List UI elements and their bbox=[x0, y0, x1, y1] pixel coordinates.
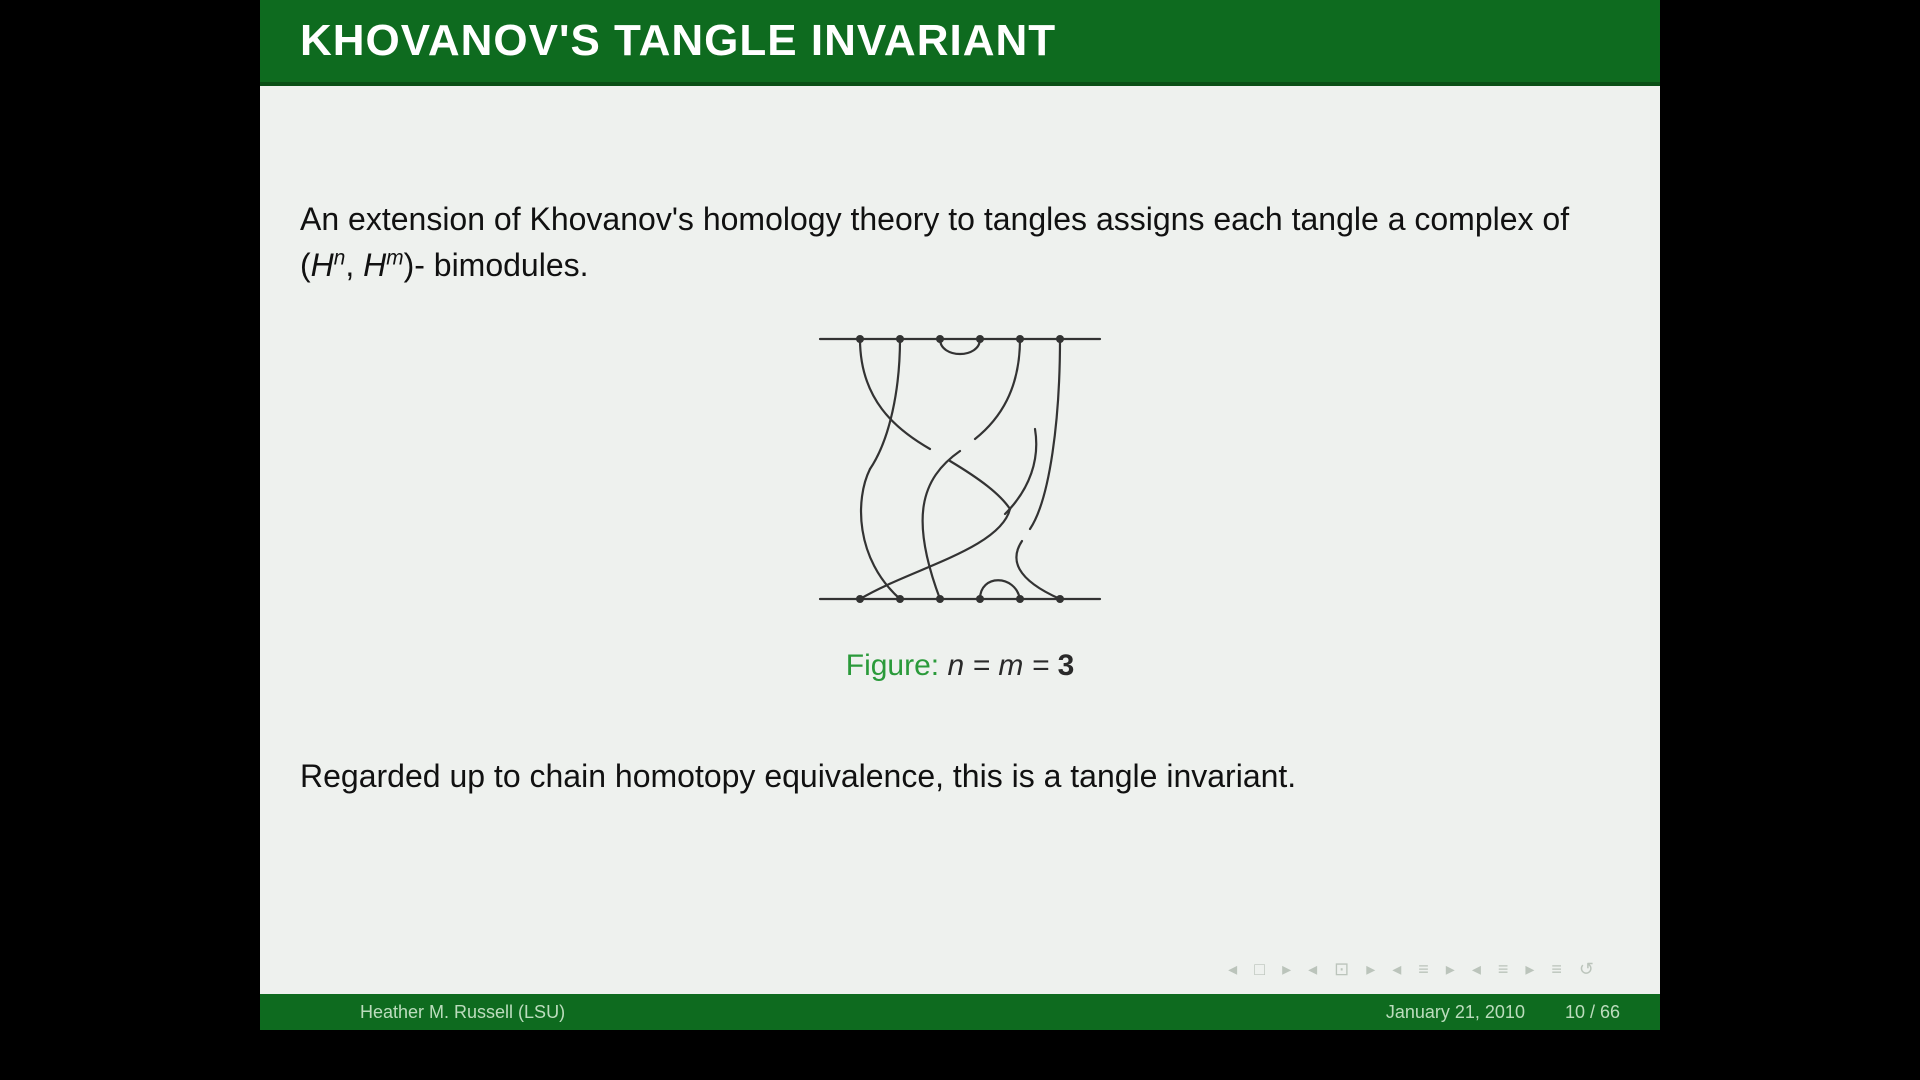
math-Hn: Hn bbox=[311, 247, 346, 283]
fig-n: n bbox=[947, 649, 964, 682]
paragraph-2: Regarded up to chain homotopy equivalenc… bbox=[300, 753, 1620, 799]
fig-m: m bbox=[998, 649, 1023, 682]
beamer-nav-icons[interactable]: ◂ □ ▸ ◂ ⊡ ▸ ◂ ≡ ▸ ◂ ≡ ▸ ≡ ↺ bbox=[1228, 959, 1600, 980]
comma: , bbox=[345, 247, 363, 283]
slide-body: An extension of Khovanov's homology theo… bbox=[260, 86, 1660, 799]
footer-author: Heather M. Russell (LSU) bbox=[360, 1002, 565, 1023]
para1-text-b: )- bimodules. bbox=[404, 247, 589, 283]
figure-label: Figure: bbox=[846, 649, 939, 682]
fig-eq1: = bbox=[964, 649, 998, 682]
math-Hm: Hm bbox=[363, 247, 403, 283]
footer-date: January 21, 2010 bbox=[1386, 1002, 1525, 1023]
paragraph-1: An extension of Khovanov's homology theo… bbox=[300, 196, 1620, 289]
figure-caption: Figure: n = m = 3 bbox=[846, 649, 1075, 683]
tangle-diagram bbox=[800, 319, 1120, 619]
slide: KHOVANOV'S TANGLE INVARIANT An extension… bbox=[260, 0, 1660, 1030]
title-bar: KHOVANOV'S TANGLE INVARIANT bbox=[260, 0, 1660, 86]
slide-title: KHOVANOV'S TANGLE INVARIANT bbox=[300, 16, 1056, 66]
footer-bar: Heather M. Russell (LSU) January 21, 201… bbox=[260, 994, 1660, 1030]
fig-val: 3 bbox=[1058, 649, 1075, 682]
fig-eq2: = bbox=[1023, 649, 1057, 682]
figure: Figure: n = m = 3 bbox=[300, 319, 1620, 683]
footer-page: 10 / 66 bbox=[1565, 1002, 1620, 1023]
